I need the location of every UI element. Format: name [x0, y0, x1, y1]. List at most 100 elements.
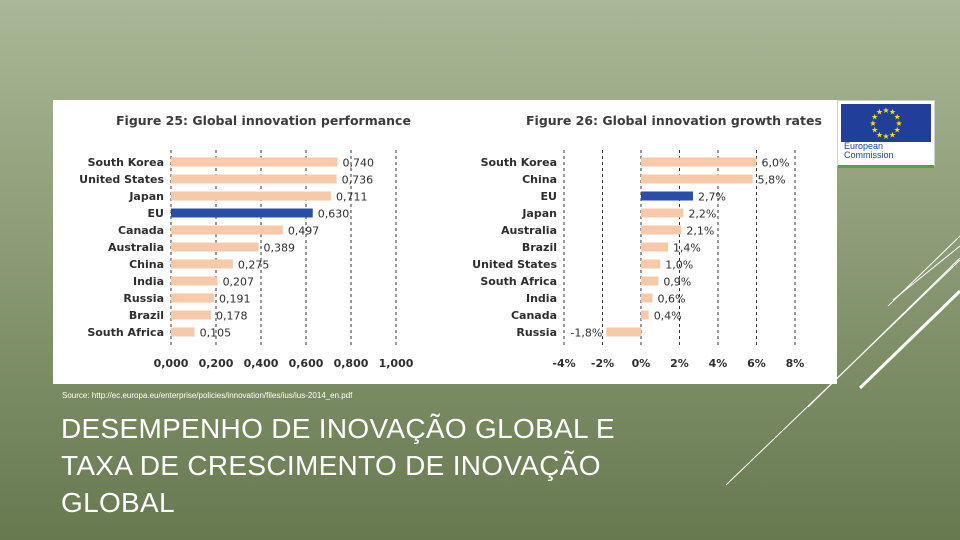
star-icon: ★ — [882, 132, 889, 141]
tick-label: 0% — [632, 357, 651, 370]
tick-label: 2% — [670, 357, 689, 370]
category-label: China — [522, 173, 557, 186]
tick-label: -4% — [552, 357, 575, 370]
slide-title-line-2: TAXA DE CRESCIMENTO DE INOVAÇÃO — [61, 450, 601, 481]
data-label: 0,389 — [264, 242, 296, 255]
slide-title-line-1: DESEMPENHO DE INOVAÇÃO GLOBAL E — [61, 413, 615, 444]
star-icon: ★ — [882, 106, 889, 115]
bar — [171, 174, 337, 184]
category-label: India — [526, 292, 557, 305]
data-label: 2,7% — [698, 191, 726, 204]
bar — [641, 157, 757, 167]
data-label: 2,1% — [686, 225, 714, 238]
chart-canvas: Figure 25: Global innovation performance… — [79, 113, 822, 370]
logo-line-2: Commission — [844, 150, 894, 160]
data-label: 2,2% — [688, 208, 716, 221]
data-label: 0,207 — [223, 276, 255, 289]
tick-label: 0,400 — [244, 357, 279, 370]
tick-label: 0,000 — [154, 357, 189, 370]
tick-label: 0,200 — [199, 357, 234, 370]
figure-panel: Figure 25: Global innovation performance… — [53, 100, 837, 384]
category-label: Australia — [108, 241, 164, 254]
logo-underline — [838, 165, 934, 168]
deco-line — [892, 245, 960, 301]
data-label: 5,8% — [758, 174, 786, 187]
chart-figure-25: Figure 25: Global innovation performance… — [79, 113, 414, 370]
data-label: -1,8% — [570, 327, 602, 340]
data-label: 0,9% — [663, 276, 691, 289]
bar — [171, 157, 338, 167]
category-label: South Korea — [88, 156, 164, 169]
bar — [171, 208, 313, 218]
category-label: Canada — [118, 224, 164, 237]
logo-line-1: European — [844, 141, 884, 151]
data-label: 0,6% — [658, 293, 686, 306]
bar — [171, 276, 218, 286]
category-label: Brazil — [129, 309, 164, 322]
tick-label: -2% — [591, 357, 614, 370]
star-icon: ★ — [871, 113, 878, 122]
tick-label: 6% — [747, 357, 766, 370]
category-label: South Korea — [481, 156, 557, 169]
european-commission-logo: ★ ★ ★ ★ ★ ★ ★ ★ ★ ★ ★ ★ European Commission — [837, 100, 935, 168]
category-label: Russia — [516, 326, 557, 339]
chart-figure-26: Figure 26: Global innovation growth rate… — [472, 113, 822, 370]
bar — [171, 327, 195, 337]
data-label: 1,0% — [665, 259, 693, 272]
eu-flag-icon: ★ ★ ★ ★ ★ ★ ★ ★ ★ ★ ★ ★ — [841, 104, 931, 142]
category-label: Japan — [521, 207, 557, 220]
tick-label: 0,800 — [334, 357, 369, 370]
data-label: 0,630 — [318, 208, 350, 221]
star-icon: ★ — [895, 119, 902, 128]
bar — [171, 191, 331, 201]
category-label: Australia — [501, 224, 557, 237]
category-label: Brazil — [522, 241, 557, 254]
star-icon: ★ — [894, 113, 901, 122]
slide-title-line-3: GLOBAL — [61, 487, 175, 518]
data-label: 0,497 — [288, 225, 320, 238]
bar — [641, 208, 684, 218]
category-label: EU — [148, 207, 164, 220]
bar — [641, 174, 753, 184]
deco-line — [858, 289, 960, 390]
bar — [171, 225, 283, 235]
bar — [171, 259, 233, 269]
tick-label: 4% — [709, 357, 728, 370]
star-icon: ★ — [876, 108, 883, 117]
data-label: 0,740 — [343, 157, 375, 170]
source-caption: Source: http://ec.europa.eu/enterprise/p… — [62, 391, 353, 400]
bar — [171, 293, 214, 303]
bar — [641, 293, 653, 303]
data-label: 0,275 — [238, 259, 270, 272]
tick-label: 1,000 — [379, 357, 414, 370]
category-label: EU — [541, 190, 557, 203]
star-icon: ★ — [894, 126, 901, 135]
category-label: United States — [79, 173, 164, 186]
star-icon: ★ — [871, 126, 878, 135]
category-label: India — [133, 275, 164, 288]
category-label: United States — [472, 258, 557, 271]
tick-label: 8% — [786, 357, 805, 370]
bar — [641, 225, 682, 235]
data-label: 0,178 — [216, 310, 248, 323]
deco-line — [725, 259, 960, 486]
bar — [641, 276, 659, 286]
star-icon: ★ — [869, 119, 876, 128]
category-label: China — [129, 258, 164, 271]
chart-title: Figure 26: Global innovation growth rate… — [526, 113, 822, 128]
data-label: 0,736 — [342, 174, 374, 187]
data-label: 0,711 — [336, 191, 368, 204]
bar — [606, 327, 641, 337]
data-label: 6,0% — [762, 157, 790, 170]
data-label: 0,105 — [200, 327, 232, 340]
star-icon: ★ — [876, 130, 883, 139]
data-label: 0,4% — [654, 310, 682, 323]
slide-title: DESEMPENHO DE INOVAÇÃO GLOBAL E TAXA DE … — [61, 410, 721, 521]
star-icon: ★ — [889, 108, 896, 117]
bar — [641, 242, 668, 252]
bar — [641, 259, 661, 269]
data-label: 1,4% — [673, 242, 701, 255]
bar — [171, 242, 259, 252]
data-label: 0,191 — [219, 293, 251, 306]
